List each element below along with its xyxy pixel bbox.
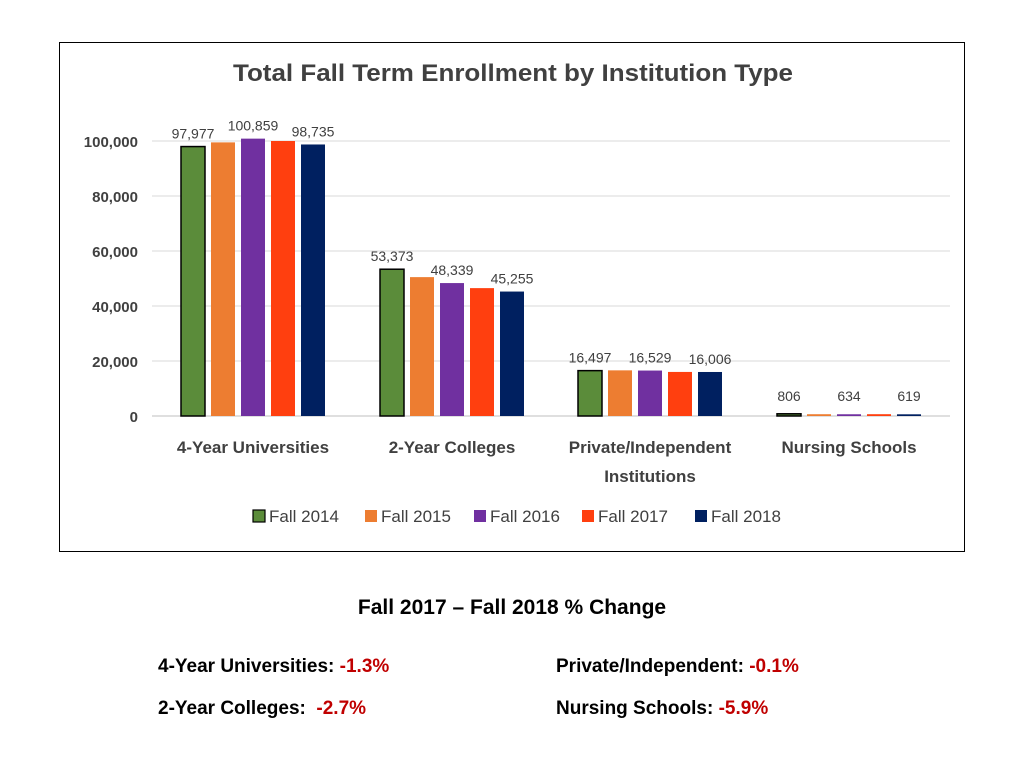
bar [807, 414, 831, 416]
category-label: Private/Independent [569, 438, 732, 457]
bar [379, 268, 405, 417]
change-private-label: Private/Independent: [556, 656, 744, 677]
data-label: 16,006 [689, 351, 732, 367]
category-label: Nursing Schools [781, 438, 916, 457]
enrollment-chart: Total Fall Term Enrollment by Institutio… [84, 60, 950, 526]
change-private-value: -0.1% [749, 656, 799, 677]
change-four-year-value: -1.3% [339, 656, 390, 677]
legend-label: Fall 2014 [269, 507, 339, 526]
y-tick-label: 60,000 [92, 244, 138, 261]
bar [577, 369, 603, 417]
data-label: 45,255 [491, 271, 534, 287]
legend-swatch [474, 510, 486, 522]
bar [211, 142, 235, 416]
data-label: 53,373 [371, 248, 414, 264]
data-label: 16,529 [629, 350, 672, 366]
bar [271, 141, 295, 416]
bar [698, 371, 722, 416]
change-nursing-label: Nursing Schools: [556, 698, 714, 719]
legend-swatch [582, 510, 594, 522]
change-four-year-label: 4-Year Universities: [158, 656, 335, 677]
change-four-year: 4-Year Universities: -1.3% [158, 656, 389, 678]
change-two-year-label: 2-Year Colleges: [158, 698, 306, 719]
bar [500, 291, 524, 416]
data-label: 16,497 [569, 350, 612, 366]
bar [180, 145, 206, 417]
change-nursing: Nursing Schools: -5.9% [556, 698, 768, 720]
legend-label: Fall 2015 [381, 507, 451, 526]
bar [638, 370, 662, 416]
legend-swatch [365, 510, 377, 522]
bar [776, 413, 802, 417]
legend-label: Fall 2017 [598, 507, 668, 526]
bar [608, 370, 632, 416]
change-private: Private/Independent: -0.1% [556, 656, 799, 678]
legend-swatch [252, 509, 266, 523]
data-label: 619 [897, 388, 921, 404]
y-tick-label: 20,000 [92, 354, 138, 371]
change-nursing-value: -5.9% [718, 698, 769, 719]
legend-label: Fall 2018 [711, 507, 781, 526]
bar [837, 414, 861, 416]
change-title: Fall 2017 – Fall 2018 % Change [357, 596, 667, 619]
y-tick-label: 80,000 [92, 189, 138, 206]
legend-swatch [695, 510, 707, 522]
bar [410, 277, 434, 416]
change-two-year-value: -2.7% [316, 698, 367, 719]
bar [440, 283, 464, 416]
y-tick-label: 100,000 [84, 134, 138, 151]
change-two-year: 2-Year Colleges: -2.7% [158, 698, 366, 720]
data-label: 100,859 [228, 118, 279, 134]
bar [867, 414, 891, 416]
bar [470, 288, 494, 416]
data-label: 98,735 [292, 123, 335, 139]
data-label: 48,339 [431, 262, 474, 278]
chart-title: Total Fall Term Enrollment by Institutio… [233, 60, 793, 87]
y-tick-label: 0 [130, 409, 138, 426]
bar [897, 414, 921, 416]
chart-frame: Total Fall Term Enrollment by Institutio… [59, 42, 965, 552]
y-tick-label: 40,000 [92, 299, 138, 316]
bar [241, 138, 265, 416]
data-label: 806 [777, 388, 801, 404]
category-label: 4-Year Universities [177, 438, 329, 457]
category-label: Institutions [604, 467, 696, 486]
bar [668, 371, 692, 416]
bar [301, 144, 325, 416]
legend-label: Fall 2016 [490, 507, 560, 526]
data-label: 97,977 [172, 126, 215, 142]
category-label: 2-Year Colleges [389, 438, 516, 457]
data-label: 634 [837, 388, 861, 404]
